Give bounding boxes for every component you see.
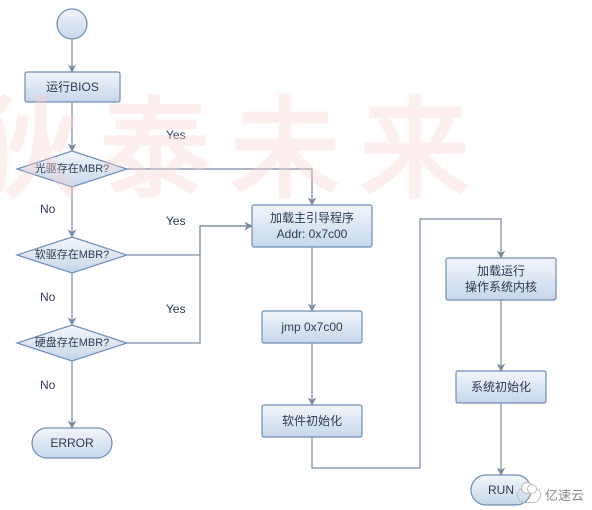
node-bios: 运行BIOS bbox=[25, 72, 120, 102]
node-sw_init: 软件初始化 bbox=[262, 405, 362, 437]
svg-text:硬盘存在MBR?: 硬盘存在MBR? bbox=[35, 335, 110, 349]
edge-5 bbox=[127, 169, 312, 205]
svg-text:操作系统内核: 操作系统内核 bbox=[465, 279, 537, 294]
svg-text:系统初始化: 系统初始化 bbox=[471, 380, 531, 394]
node-d_hd: 硬盘存在MBR? bbox=[17, 325, 127, 361]
svg-text:软驱存在MBR?: 软驱存在MBR? bbox=[35, 247, 110, 261]
node-error: ERROR bbox=[32, 428, 112, 458]
edge-label-5: Yes bbox=[166, 128, 186, 142]
edge-label-6: Yes bbox=[166, 214, 186, 228]
node-sys_init: 系统初始化 bbox=[456, 371, 546, 403]
brand-logo-text: 亿速云 bbox=[545, 485, 584, 504]
node-d_cd: 光驱存在MBR? bbox=[17, 151, 127, 187]
edge-6 bbox=[127, 226, 252, 255]
svg-text:Addr: 0x7c00: Addr: 0x7c00 bbox=[277, 227, 348, 241]
node-jmp: jmp 0x7c00 bbox=[262, 311, 362, 343]
cloud-icon bbox=[517, 487, 541, 503]
brand-logo: 亿速云 bbox=[517, 485, 584, 504]
svg-text:运行BIOS: 运行BIOS bbox=[46, 80, 99, 94]
svg-text:jmp 0x7c00: jmp 0x7c00 bbox=[280, 320, 343, 334]
svg-text:光驱存在MBR?: 光驱存在MBR? bbox=[35, 161, 110, 175]
svg-text:加载运行: 加载运行 bbox=[477, 264, 525, 278]
svg-text:软件初始化: 软件初始化 bbox=[282, 414, 342, 428]
svg-text:RUN: RUN bbox=[488, 483, 514, 497]
svg-text:加载主引导程序: 加载主引导程序 bbox=[270, 210, 354, 225]
edge-label-2: No bbox=[40, 202, 56, 216]
flowchart-canvas: 运行BIOS 光驱存在MBR? 软驱存在MBR? 硬盘存在MBR? ERROR 加载主引导… bbox=[0, 0, 592, 510]
node-start bbox=[57, 9, 87, 39]
node-load_mbr: 加载主引导程序 Addr: 0x7c00 bbox=[252, 205, 372, 247]
edge-label-3: No bbox=[40, 290, 56, 304]
edge-label-7: Yes bbox=[166, 302, 186, 316]
svg-text:ERROR: ERROR bbox=[50, 436, 94, 450]
edge-7 bbox=[127, 226, 252, 343]
edge-label-4: No bbox=[40, 378, 56, 392]
node-d_fd: 软驱存在MBR? bbox=[17, 237, 127, 273]
node-load_os: 加载运行操作系统内核 bbox=[446, 258, 556, 300]
